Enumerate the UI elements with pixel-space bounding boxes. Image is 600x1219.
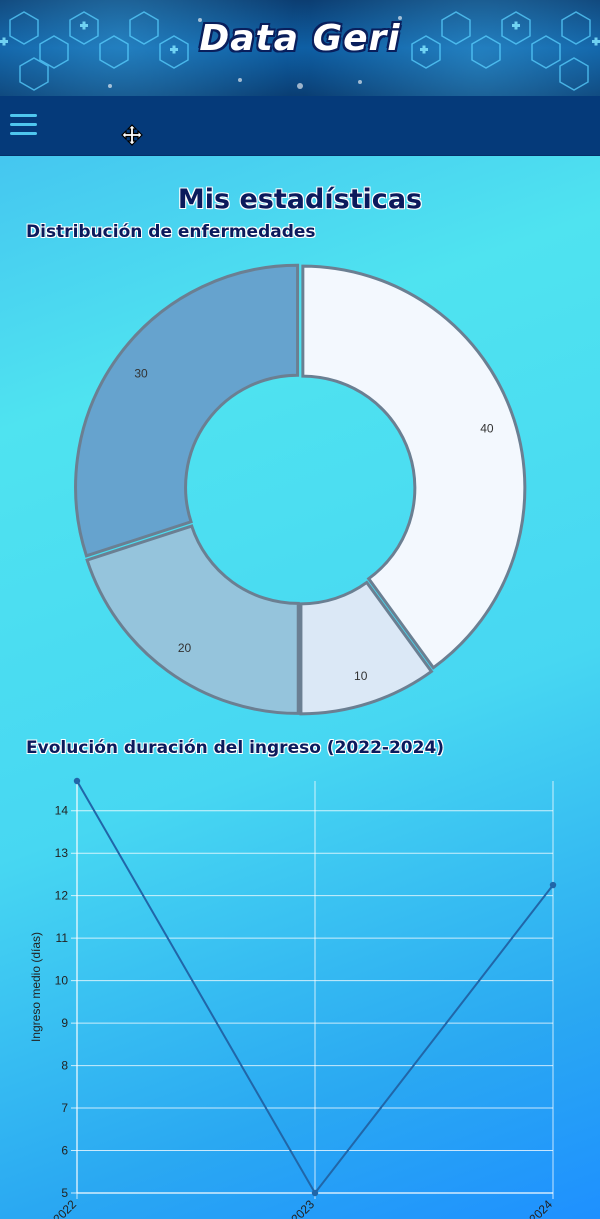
y-tick-label: 12 [55, 889, 69, 903]
y-tick-label: 11 [56, 931, 69, 945]
donut-slice-2[interactable] [85, 524, 300, 715]
y-tick-label: 7 [61, 1101, 68, 1115]
hamburger-menu-icon[interactable] [10, 114, 37, 136]
medical-hex-pattern-icon [0, 11, 600, 91]
y-tick-label: 9 [61, 1016, 68, 1030]
donut-slice-label: 30 [134, 367, 148, 381]
donut-slice-1[interactable] [299, 580, 434, 716]
y-tick-label: 10 [55, 974, 69, 988]
donut-slice-label: 20 [178, 641, 192, 655]
y-tick-label: 5 [61, 1186, 68, 1200]
header-banner: Data Geri [0, 0, 600, 96]
y-tick-label: 13 [55, 846, 69, 860]
stay-section-title: Evolución duración del ingreso (2022-202… [26, 738, 445, 758]
y-axis-label: Ingreso medio (días) [29, 932, 43, 1042]
donut-slice-0[interactable] [301, 264, 527, 670]
donut-slice-3[interactable] [74, 263, 300, 558]
app-title: Data Geri [199, 18, 401, 59]
x-tick-label: 2023 [288, 1197, 317, 1219]
move-cursor-icon [121, 124, 143, 146]
x-tick-label: 2022 [50, 1197, 79, 1219]
y-tick-label: 8 [61, 1059, 68, 1073]
disease-donut-chart: 40 10 20 30 [74, 263, 527, 716]
y-tick-label: 14 [55, 804, 69, 818]
nav-bar [0, 96, 600, 156]
donut-slice-label: 40 [480, 421, 494, 435]
stay-line-chart: 5 6 7 8 9 10 11 12 13 14 2022 2023 2024 Ingreso medio… [29, 777, 557, 1219]
y-tick-label: 6 [61, 1144, 68, 1158]
page-title: Mis estadísticas [177, 184, 423, 215]
donut-slice-label: 10 [354, 669, 368, 683]
data-point[interactable] [73, 777, 81, 785]
diseases-section-title: Distribución de enfermedades [26, 222, 316, 242]
x-tick-label: 2024 [526, 1197, 555, 1219]
data-point[interactable] [311, 1189, 319, 1197]
data-point[interactable] [549, 881, 557, 889]
